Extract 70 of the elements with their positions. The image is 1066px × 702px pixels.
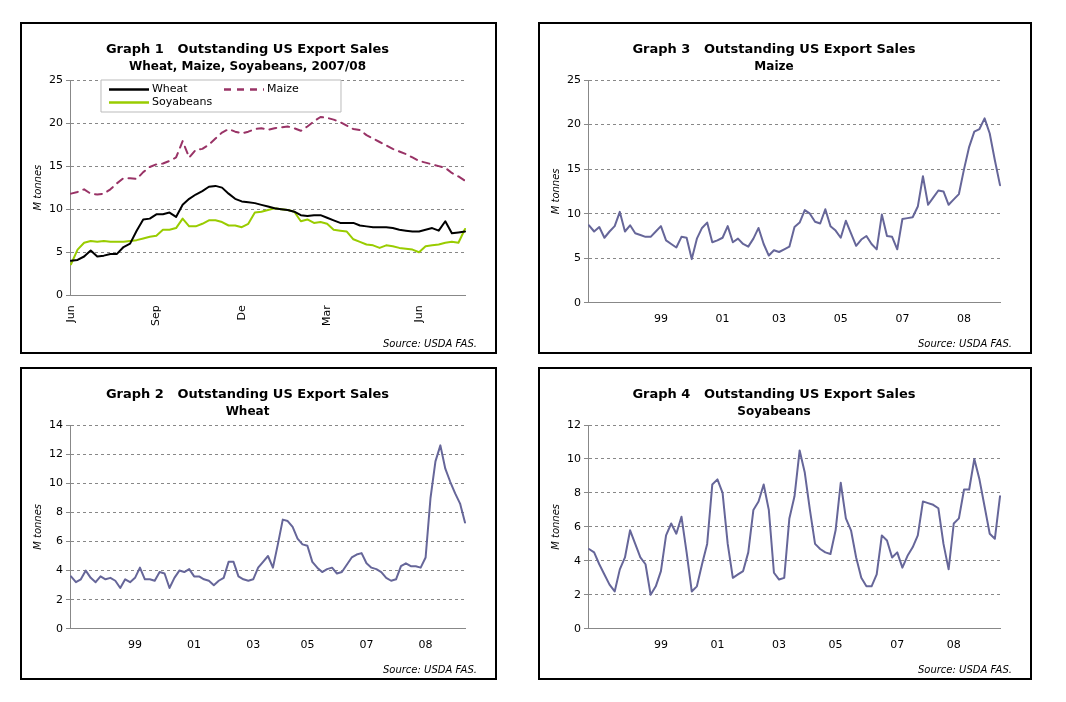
x-tick-label: 01 xyxy=(710,638,725,652)
source-note: Source: USDA FAS. xyxy=(382,337,477,349)
y-tick-label: 20 xyxy=(49,115,63,129)
y-tick-label: 10 xyxy=(567,206,581,220)
x-tick-label: 08 xyxy=(957,312,972,326)
y-tick-label: 0 xyxy=(574,295,581,309)
y-tick-label: 14 xyxy=(49,417,63,431)
x-tick-label: 07 xyxy=(359,638,374,652)
y-tick-label: 8 xyxy=(56,505,63,519)
x-tick-label: 05 xyxy=(833,312,848,326)
x-tick-label: Mar xyxy=(319,304,333,327)
x-tick-label: 01 xyxy=(715,312,730,326)
x-tick-label: 08 xyxy=(946,638,961,652)
y-axis-title: M tonnes xyxy=(549,168,561,215)
chart-subtitle: Soyabeans xyxy=(737,403,811,418)
y-tick-label: 15 xyxy=(49,158,63,172)
legend-label: Wheat xyxy=(152,82,189,96)
x-tick-label: 05 xyxy=(300,638,315,652)
x-tick-label: 99 xyxy=(653,638,668,652)
x-tick-label: 03 xyxy=(772,312,787,326)
y-axis-title: M tonnes xyxy=(31,503,43,550)
y-tick-label: 6 xyxy=(56,534,63,548)
y-tick-label: 25 xyxy=(567,72,581,86)
x-tick-label: 03 xyxy=(772,638,787,652)
line-series xyxy=(70,116,466,196)
x-tick-label: Jun xyxy=(63,305,77,324)
x-tick-label: 07 xyxy=(895,312,910,326)
x-tick-label: Sep xyxy=(149,305,163,326)
x-tick-label: 01 xyxy=(187,638,202,652)
legend-label: Maize xyxy=(267,82,300,96)
chart-title: Graph 1 Outstanding US Export Sales xyxy=(105,41,390,57)
y-tick-label: 4 xyxy=(56,563,63,577)
x-tick-label: De xyxy=(234,305,248,321)
x-tick-label: 99 xyxy=(128,638,143,652)
legend-label: Soyabeans xyxy=(152,95,213,109)
y-tick-label: 10 xyxy=(567,451,581,465)
y-tick-label: 5 xyxy=(574,251,581,265)
x-tick-label: 05 xyxy=(828,638,843,652)
y-tick-label: 4 xyxy=(574,553,581,567)
y-tick-label: 6 xyxy=(574,519,581,533)
x-tick-label: 99 xyxy=(653,312,668,326)
chart-title: Graph 4 Outstanding US Export Sales xyxy=(632,386,916,402)
y-tick-label: 12 xyxy=(567,417,581,431)
x-tick-label: Jun xyxy=(411,305,425,324)
source-note: Source: USDA FAS. xyxy=(382,663,477,675)
y-axis-title: M tonnes xyxy=(549,503,561,550)
chart-subtitle: Wheat xyxy=(225,403,270,418)
x-tick-label: 08 xyxy=(418,638,433,652)
y-tick-label: 0 xyxy=(574,621,581,635)
y-tick-label: 2 xyxy=(56,592,63,606)
chart-subtitle: Maize xyxy=(754,58,794,73)
y-tick-label: 10 xyxy=(49,476,63,490)
y-tick-label: 0 xyxy=(56,288,63,302)
chart-subtitle: Wheat, Maize, Soyabeans, 2007/08 xyxy=(128,58,367,73)
y-tick-label: 8 xyxy=(574,485,581,499)
y-tick-label: 10 xyxy=(49,202,63,216)
source-note: Source: USDA FAS. xyxy=(917,337,1012,349)
y-tick-label: 15 xyxy=(567,161,581,175)
x-tick-label: 03 xyxy=(246,638,261,652)
source-note: Source: USDA FAS. xyxy=(917,663,1012,675)
chart-title: Graph 2 Outstanding US Export Sales xyxy=(105,386,390,402)
y-tick-label: 0 xyxy=(56,621,63,635)
y-tick-label: 5 xyxy=(56,245,63,259)
y-axis-title: M tonnes xyxy=(31,164,43,211)
chart-title: Graph 3 Outstanding US Export Sales xyxy=(632,41,916,57)
y-tick-label: 2 xyxy=(574,587,581,601)
y-tick-label: 12 xyxy=(49,446,63,460)
x-tick-label: 07 xyxy=(890,638,905,652)
y-tick-label: 25 xyxy=(49,72,63,86)
y-tick-label: 20 xyxy=(567,117,581,131)
